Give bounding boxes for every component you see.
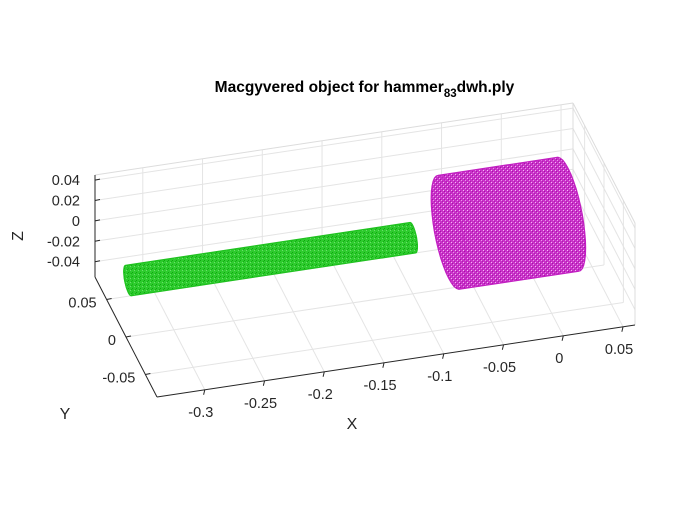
y-tick-mark bbox=[145, 373, 151, 375]
y-tick-label: 0.05 bbox=[68, 296, 96, 312]
box-edge bbox=[572, 102, 636, 224]
grid-line-z-wall bbox=[94, 148, 574, 222]
z-tick-label: 0 bbox=[72, 214, 80, 230]
x-tick-label: -0.3 bbox=[188, 405, 213, 421]
chart-title: Macgyvered object for hammer83dwh.ply bbox=[0, 79, 700, 100]
x-tick-label: -0.1 bbox=[427, 369, 452, 385]
x-tick-label: -0.25 bbox=[244, 396, 277, 412]
grid-line-z-sidewall bbox=[572, 107, 636, 229]
point-cloud bbox=[123, 156, 587, 297]
z-tick-mark bbox=[94, 219, 101, 222]
handle-cylinder bbox=[123, 221, 418, 297]
y-axis-label: Y bbox=[60, 406, 71, 423]
x-tick-mark bbox=[621, 326, 624, 332]
x-tick-mark bbox=[203, 389, 206, 395]
box-edge bbox=[94, 102, 574, 176]
grid-line-z-sidewall bbox=[572, 148, 636, 270]
x-tick-label: 0.05 bbox=[605, 342, 633, 358]
z-tick-mark bbox=[94, 199, 101, 201]
x-tick-mark bbox=[561, 335, 564, 341]
z-tick-label: -0.02 bbox=[47, 234, 80, 250]
axes bbox=[94, 175, 636, 398]
chart-title-suffix: dwh.ply bbox=[456, 79, 515, 96]
grid-line-z-wall bbox=[94, 107, 574, 181]
chart-title-prefix: Macgyvered object for hammer bbox=[214, 79, 444, 96]
y-tick-mark bbox=[106, 298, 112, 300]
z-tick-label: -0.04 bbox=[47, 255, 80, 271]
z-tick-mark bbox=[94, 239, 101, 242]
grid-line-y-floor bbox=[145, 302, 624, 375]
z-tick-label: 0.04 bbox=[52, 173, 80, 189]
y-tick-mark bbox=[125, 335, 132, 338]
z-axis-label: Z bbox=[10, 231, 27, 241]
grid-line-z-sidewall bbox=[572, 128, 636, 249]
x-tick-mark bbox=[442, 353, 445, 359]
x-tick-mark bbox=[501, 344, 505, 350]
x-tick-label: -0.15 bbox=[364, 378, 397, 394]
head-cylinder bbox=[430, 156, 587, 290]
x-axis-line bbox=[156, 324, 636, 398]
tick-labels: -0.3 -0.25 -0.2 -0.15 -0.1 -0.05 0 0.05 -0.05 0 0.… bbox=[10, 173, 633, 433]
x-tick-mark bbox=[322, 371, 325, 377]
x-tick-label: 0 bbox=[555, 351, 563, 367]
x-tick-label: -0.05 bbox=[483, 360, 516, 376]
grid bbox=[94, 102, 636, 391]
x-tick-label: -0.2 bbox=[308, 387, 333, 403]
head-cylinder-end-cap bbox=[430, 174, 467, 290]
z-tick-label: 0.02 bbox=[52, 194, 80, 210]
x-tick-mark bbox=[262, 380, 266, 386]
x-tick-mark bbox=[382, 362, 385, 368]
z-tick-mark bbox=[94, 178, 101, 181]
grid-line-z-sidewall bbox=[572, 189, 636, 310]
handle-cylinder-end-cap bbox=[123, 264, 134, 297]
x-axis-label: X bbox=[347, 416, 358, 433]
z-tick-mark bbox=[94, 260, 101, 263]
grid-line-z-sidewall bbox=[572, 169, 636, 290]
grid-line-z-wall bbox=[94, 128, 574, 201]
chart-title-subscript: 83 bbox=[443, 88, 457, 100]
y-tick-label: 0 bbox=[108, 333, 116, 349]
y-tick-label: -0.05 bbox=[102, 371, 135, 387]
